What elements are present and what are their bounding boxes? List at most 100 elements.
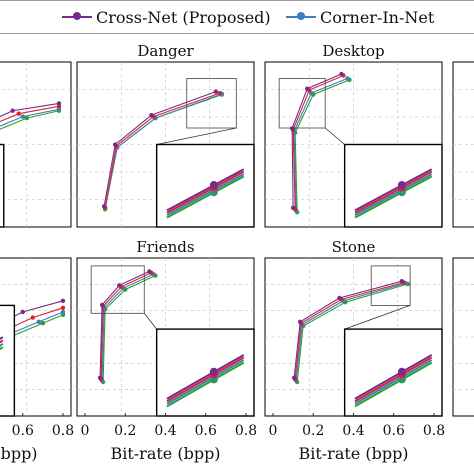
series-line-2 (101, 273, 154, 381)
data-point (290, 205, 296, 210)
panel-title: Stone (332, 238, 376, 256)
panel-title: Friends (136, 238, 194, 256)
series-line-4 (293, 280, 402, 378)
zoom-series-line-1 (166, 361, 245, 408)
panel-title: Desktop (322, 42, 384, 60)
panel-6: Friends 0 0.2 0.4 0.6 0.8 Bit-rate (bpp) (76, 238, 257, 463)
data-point (16, 111, 21, 116)
data-point (337, 295, 342, 301)
x-axis-label: Bit-rate (bpp) (110, 444, 220, 463)
x-tick-label: 0.4 (342, 423, 364, 439)
zoom-connector (344, 305, 411, 330)
data-point (297, 319, 303, 324)
series-line-2 (0, 108, 60, 127)
series-line-4 (103, 91, 217, 207)
series-line-4 (0, 300, 64, 324)
data-point (60, 298, 66, 303)
data-point (213, 89, 219, 94)
series-line-1 (0, 314, 64, 342)
legend-swatch-corner-in-net (286, 7, 316, 27)
data-point (20, 114, 25, 119)
series-line-4 (291, 73, 342, 208)
series-line-4 (99, 270, 150, 378)
zoom-series-line-2 (166, 359, 245, 405)
zoom-series-line-4 (166, 168, 245, 212)
zoom-data-point (209, 367, 218, 376)
zoom-series-line-1 (354, 361, 433, 408)
zoom-inset-frame (155, 143, 255, 228)
series-line-2 (104, 93, 223, 208)
legend-item-cross-net: Cross-Net (Proposed) (62, 7, 271, 27)
data-point (97, 375, 103, 380)
zoom-series-line-3 (354, 356, 433, 403)
x-tick-label: 0.6 (383, 423, 405, 439)
legend-swatch-cross-net (62, 7, 92, 27)
data-point (305, 86, 310, 91)
panel-2: Danger (76, 42, 255, 228)
x-tick-label: 0.6 (12, 423, 34, 439)
zoom-series-line-2 (354, 173, 433, 217)
series-line-1 (102, 275, 156, 383)
data-point (399, 279, 404, 284)
legend-item-corner-in-net: Corner-In-Net (286, 7, 434, 27)
zoom-data-point (397, 367, 406, 376)
zoom-inset-frame (0, 143, 5, 228)
zoom-series-line-4 (354, 168, 433, 212)
series-line-1 (294, 79, 350, 213)
panel-8 (452, 257, 474, 417)
zoom-series-line-3 (354, 170, 433, 214)
zoom-series-line-2 (354, 359, 433, 405)
zoom-data-point (209, 181, 218, 190)
zoom-inset-frame (0, 304, 16, 417)
x-tick-label: 0.8 (235, 423, 257, 439)
zoom-inset-frame (343, 143, 443, 228)
zoom-connector (156, 127, 237, 145)
data-point (291, 375, 297, 380)
legend-marker-corner-in-net (297, 12, 305, 20)
data-point (99, 302, 105, 308)
series-line-3 (0, 105, 60, 123)
series-line-3 (0, 307, 64, 334)
zoom-connector (324, 127, 345, 145)
series-line-3 (294, 282, 404, 380)
x-axis-label: Bit-rate (bpp) (0, 444, 38, 463)
zoom-series-line-3 (166, 356, 245, 403)
legend-label-corner-in-net: Corner-In-Net (320, 7, 435, 27)
data-point (60, 305, 66, 310)
zoom-source-box (90, 265, 145, 314)
data-point (60, 309, 66, 315)
legend-label-cross-net: Cross-Net (Proposed) (96, 7, 271, 27)
legend-marker-cross-net (73, 12, 81, 20)
panel-7: Stone 0 0.2 0.4 0.6 0.8 Bit-rate (bpp) (264, 238, 445, 463)
data-point (20, 309, 25, 315)
zoom-series-line-1 (166, 175, 245, 219)
x-tick-label: 0.8 (52, 423, 74, 439)
data-point (56, 101, 62, 106)
x-tick-label: 0.2 (114, 423, 136, 439)
panel-title: Danger (137, 42, 194, 60)
x-tick-label: 0.6 (195, 423, 217, 439)
series-line-2 (293, 77, 348, 211)
legend: Cross-Net (Proposed) Corner-In-Net (0, 0, 474, 36)
panel-frame (452, 61, 474, 228)
data-point (345, 76, 350, 81)
data-point (217, 90, 223, 96)
data-point (112, 142, 118, 147)
panel-4 (452, 61, 474, 228)
series-line-3 (100, 272, 152, 380)
data-point (36, 319, 42, 324)
series-line-1 (0, 110, 60, 130)
data-point (24, 115, 29, 121)
series-line-1 (296, 283, 408, 383)
x-tick-label: 0.8 (423, 423, 445, 439)
x-tick-label: 0 (81, 423, 90, 439)
data-point (30, 315, 36, 320)
zoom-series-line-3 (166, 170, 245, 214)
data-point (101, 204, 107, 209)
panel-1 (0, 61, 72, 228)
panel-3: Desktop (264, 42, 443, 228)
data-point (339, 71, 344, 77)
x-tick-label: 0.2 (302, 423, 324, 439)
